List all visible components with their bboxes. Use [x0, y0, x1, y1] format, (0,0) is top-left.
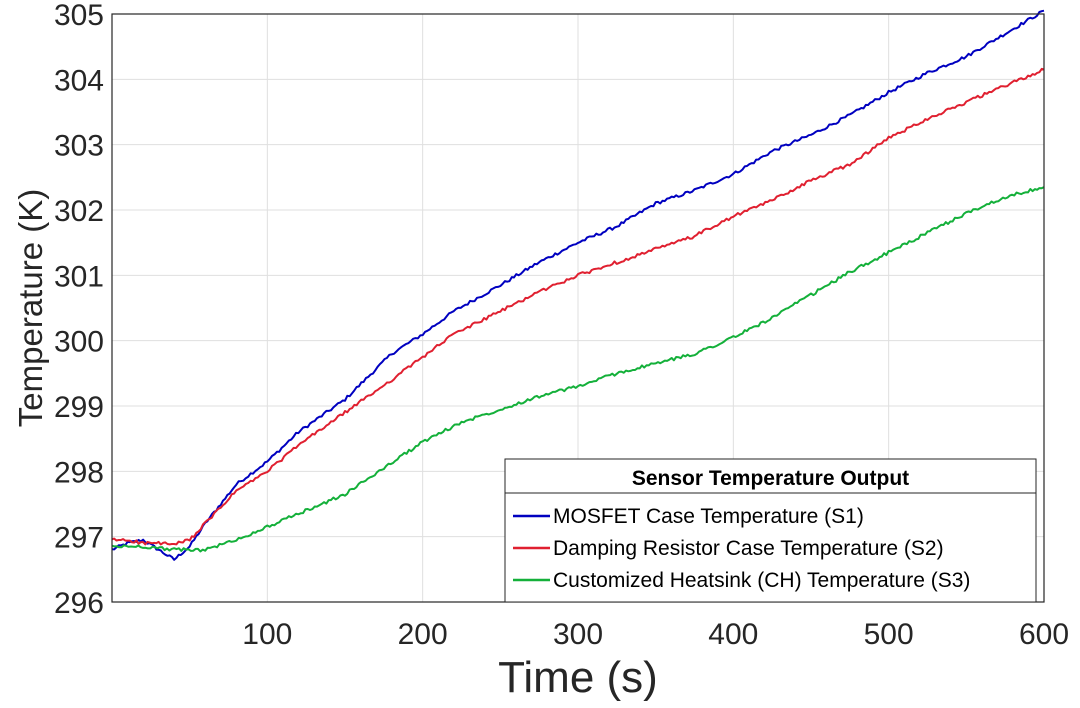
legend-entry-label: Damping Resistor Case Temperature (S2): [553, 537, 944, 560]
x-axis-label: Time (s): [498, 653, 658, 702]
x-tick-label: 500: [864, 618, 914, 651]
series-line-s3: [111, 186, 1045, 553]
legend: Sensor Temperature Output MOSFET Case Te…: [504, 458, 1037, 603]
x-tick-label: 400: [708, 618, 758, 651]
x-tick-labels: 100 200 300 400 500 600: [242, 618, 1069, 651]
legend-box: [504, 458, 1037, 603]
series-layer: [111, 9, 1045, 561]
y-tick-labels: 296 297 298 299 300 301 302 303 304 305: [54, 0, 104, 620]
legend-entry-label: MOSFET Case Temperature (S1): [553, 505, 864, 528]
y-tick-label: 302: [54, 195, 104, 228]
y-tick-label: 300: [54, 326, 104, 359]
y-tick-label: 303: [54, 130, 104, 163]
series-line-s1: [111, 9, 1045, 561]
legend-entries: MOSFET Case Temperature (S1) Damping Resi…: [513, 505, 970, 592]
x-tick-label: 600: [1019, 618, 1069, 651]
legend-entry-label: Customized Heatsink (CH) Temperature (S3…: [553, 569, 970, 592]
x-tick-label: 200: [398, 618, 448, 651]
legend-title: Sensor Temperature Output: [632, 467, 909, 490]
y-tick-label: 298: [54, 456, 104, 489]
x-tick-label: 300: [553, 618, 603, 651]
y-tick-label: 297: [54, 522, 104, 555]
y-tick-label: 301: [54, 260, 104, 293]
y-tick-label: 304: [54, 64, 104, 97]
y-tick-label: 299: [54, 391, 104, 424]
y-tick-label: 296: [54, 587, 104, 620]
y-tick-label: 305: [54, 0, 104, 32]
y-axis-label: Temperature (K): [12, 189, 49, 427]
x-tick-label: 100: [242, 618, 292, 651]
series-line-s2: [111, 67, 1045, 546]
